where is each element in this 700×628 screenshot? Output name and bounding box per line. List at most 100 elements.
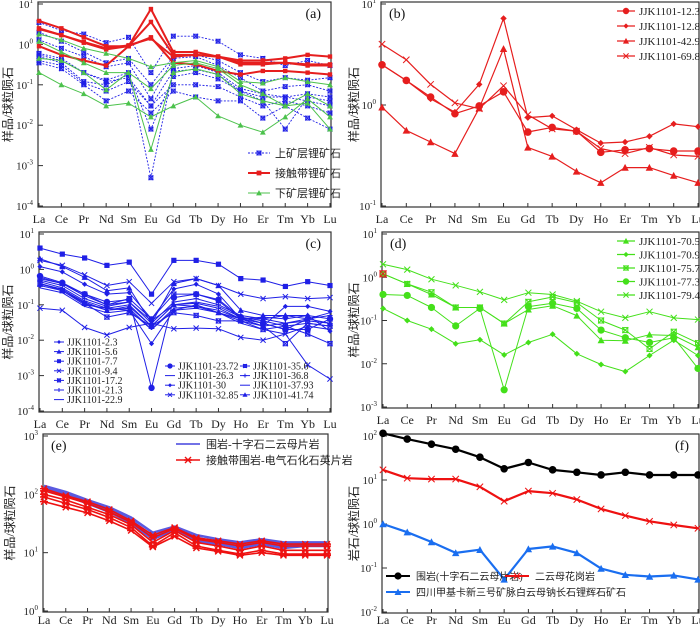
y-tick-label: 101: [19, 0, 34, 11]
x-tick-label: La: [377, 613, 390, 627]
series-line: [38, 36, 331, 76]
data-point: [645, 517, 654, 525]
data-point: [283, 60, 288, 66]
x-tick-label: Eu: [497, 413, 510, 427]
plot-frame: [38, 231, 332, 413]
series-line: [38, 21, 331, 74]
data-point: [621, 163, 629, 171]
x-tick-label: La: [38, 613, 51, 627]
data-point: [327, 88, 333, 94]
legend-label: JJK1101-7.7: [67, 357, 117, 368]
data-point: [597, 317, 605, 324]
x-tick-label: Nd: [448, 413, 463, 427]
data-point: [327, 294, 333, 301]
data-point: [260, 337, 267, 344]
legend-marker: [623, 251, 629, 258]
data-point: [572, 127, 581, 135]
series-line: [381, 48, 699, 184]
data-point: [621, 512, 629, 520]
legend-label: JJK1101-12.80: [639, 21, 700, 33]
data-point: [694, 471, 700, 479]
data-point: [103, 46, 109, 51]
data-point: [304, 295, 311, 302]
x-tick-label: Sm: [121, 212, 138, 226]
data-point: [646, 352, 653, 359]
series-line: [39, 283, 331, 345]
y-tick-label: 102: [363, 429, 378, 443]
data-point: [597, 505, 605, 513]
data-point: [170, 294, 178, 301]
data-point: [148, 175, 154, 181]
data-point: [260, 323, 266, 329]
x-tick-label: Pr: [78, 212, 89, 226]
series-围岩(十字石二云母片岩): [379, 429, 700, 479]
series-JJK1101-7.7: [37, 245, 333, 297]
data-point: [215, 282, 222, 289]
data-point: [148, 96, 154, 102]
data-point: [327, 126, 333, 132]
data-point: [36, 38, 42, 44]
data-point: [36, 18, 42, 24]
data-point: [259, 80, 266, 86]
data-point: [36, 55, 42, 61]
y-axis-label: 样品/球粒陨石: [0, 67, 15, 142]
data-point: [148, 341, 155, 347]
x-tick-label: Tb: [546, 413, 559, 427]
data-point: [148, 543, 157, 551]
data-point: [549, 489, 557, 497]
data-point: [475, 105, 483, 113]
data-point: [452, 322, 460, 330]
legend-label: 二云母花岗岩: [535, 570, 595, 583]
data-point: [81, 82, 87, 88]
data-point: [304, 315, 311, 322]
data-point: [237, 90, 244, 97]
data-point: [237, 78, 244, 85]
series-line: [39, 283, 331, 327]
legend-marker: [256, 150, 262, 156]
data-point: [148, 103, 154, 109]
y-axis-label: 样品/球粒陨石: [2, 485, 17, 560]
x-tick-label: Ho: [233, 212, 248, 226]
x-tick-label: Er: [620, 613, 631, 627]
data-point: [126, 303, 133, 310]
legend-label: JJK1101-32.85: [178, 390, 238, 401]
data-point: [500, 386, 508, 394]
legend-label: JJK1101-77.30: [639, 277, 700, 289]
data-point: [148, 300, 155, 307]
data-point: [327, 282, 333, 289]
data-point: [257, 549, 266, 557]
data-point: [323, 551, 331, 559]
y-tick-label: 10-1: [360, 314, 377, 328]
data-point: [126, 290, 132, 296]
data-point: [59, 307, 66, 314]
x-tick-label: Tm: [641, 212, 658, 226]
data-point: [215, 291, 222, 297]
data-point: [61, 499, 70, 507]
annotation-marker-box: [379, 270, 387, 278]
legend-marker: [256, 190, 262, 196]
x-tick-label: Eu: [144, 212, 157, 226]
data-point: [80, 69, 87, 76]
data-point: [36, 44, 42, 49]
data-point: [260, 68, 266, 74]
data-point: [694, 123, 700, 130]
data-point: [260, 295, 267, 302]
data-point: [125, 34, 132, 41]
data-point: [427, 475, 436, 483]
data-point: [452, 340, 459, 347]
y-tick-label: 10-3: [16, 159, 33, 173]
x-tick-label: Ce: [401, 613, 414, 627]
data-point: [260, 115, 266, 121]
data-point: [500, 497, 508, 505]
data-point: [103, 314, 110, 321]
data-point: [305, 52, 310, 58]
data-point: [58, 57, 65, 63]
x-tick-label: Tm: [277, 212, 294, 226]
data-point: [170, 280, 177, 287]
data-point: [259, 90, 266, 97]
data-point: [103, 63, 109, 68]
data-point: [326, 315, 334, 323]
data-point: [524, 143, 532, 151]
legend-marker: [184, 456, 192, 464]
